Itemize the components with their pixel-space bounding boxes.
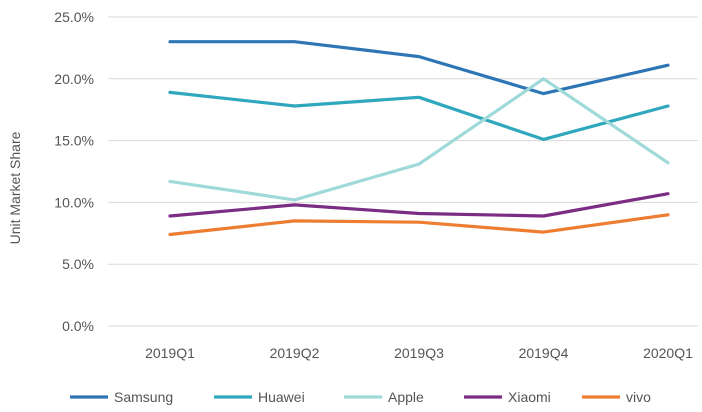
- legend-item-xiaomi: Xiaomi: [464, 389, 551, 405]
- x-tick-label: 2019Q2: [270, 345, 320, 361]
- y-axis-label: Unit Market Share: [7, 131, 23, 244]
- legend-item-vivo: vivo: [582, 389, 651, 405]
- legend-label: Huawei: [258, 389, 305, 405]
- y-tick-label: 5.0%: [62, 256, 94, 272]
- series-line-vivo: [168, 213, 670, 237]
- x-tick-label: 2020Q1: [643, 345, 693, 361]
- x-tick-label: 2019Q1: [145, 345, 195, 361]
- legend: Samsung Huawei Apple Xiaomi vivo: [70, 389, 651, 405]
- legend-label: Xiaomi: [508, 389, 551, 405]
- legend-item-apple: Apple: [344, 389, 424, 405]
- legend-label: Apple: [388, 389, 424, 405]
- x-tick-label: 2019Q4: [519, 345, 569, 361]
- series-line-huawei: [168, 90, 670, 141]
- legend-item-huawei: Huawei: [214, 389, 305, 405]
- y-tick-label: 15.0%: [54, 133, 94, 149]
- series-line-samsung: [168, 40, 670, 96]
- gridlines: [108, 16, 698, 327]
- y-tick-label: 10.0%: [54, 194, 94, 210]
- y-axis-ticks: 0.0% 5.0% 10.0% 15.0% 20.0% 25.0%: [54, 9, 94, 334]
- series-line-apple: [168, 77, 670, 202]
- y-tick-label: 20.0%: [54, 71, 94, 87]
- legend-label: Samsung: [114, 389, 173, 405]
- y-tick-label: 0.0%: [62, 318, 94, 334]
- legend-item-samsung: Samsung: [70, 389, 173, 405]
- series-line-xiaomi: [168, 192, 670, 218]
- series-lines: [168, 40, 670, 237]
- y-tick-label: 25.0%: [54, 9, 94, 25]
- x-tick-label: 2019Q3: [394, 345, 444, 361]
- x-axis-ticks: 2019Q1 2019Q2 2019Q3 2019Q4 2020Q1: [145, 345, 693, 361]
- legend-label: vivo: [626, 389, 651, 405]
